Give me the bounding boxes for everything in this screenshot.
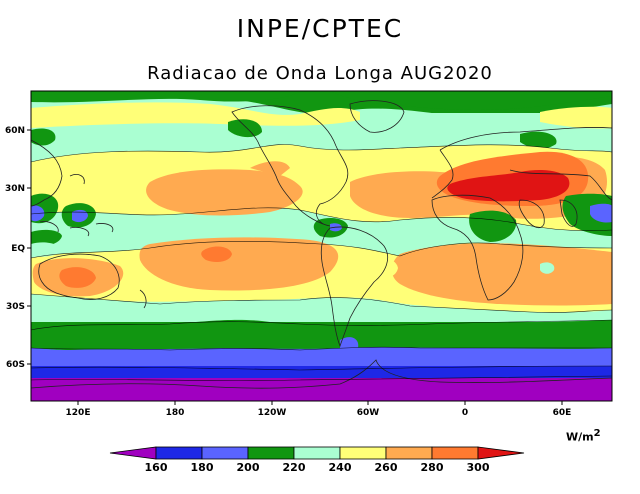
contour-lines	[31, 144, 612, 381]
map-subtitle: Radiacao de Onda Longa AUG2020	[147, 63, 493, 84]
lat-label-30s: 30S	[6, 302, 25, 312]
colorbar-level-label: 260	[375, 461, 398, 474]
colorbar-level-label: 200	[237, 461, 260, 474]
lon-label-180: 180	[166, 408, 185, 418]
colorbar-swatch	[247, 446, 295, 460]
lat-ticks	[27, 129, 31, 365]
colorbar-swatch	[339, 446, 387, 460]
colorbar-swatch	[201, 446, 249, 460]
lon-label-120w: 120W	[258, 408, 287, 418]
colorbar-level-label: 240	[329, 461, 352, 474]
lat-label-30n: 30N	[5, 184, 25, 194]
coastlines	[31, 100, 612, 389]
lon-label-60w: 60W	[357, 408, 380, 418]
colorbar-extend-low	[109, 446, 157, 460]
lon-label-0: 0	[462, 408, 468, 418]
lat-label-60s: 60S	[6, 360, 25, 370]
lon-ticks	[77, 401, 563, 405]
lat-label-60n: 60N	[5, 126, 25, 136]
colorbar-level-label: 300	[467, 461, 490, 474]
colorbar-level-label: 180	[191, 461, 214, 474]
colorbar-level-label: 160	[145, 461, 168, 474]
colorbar-swatch	[431, 446, 479, 460]
colorbar-swatch	[385, 446, 433, 460]
colorbar-level-label: 220	[283, 461, 306, 474]
lon-label-60e: 60E	[553, 408, 572, 418]
colorbar: 160 180 200 220 240 260 280 300	[109, 446, 525, 474]
lat-label-eq: EQ	[11, 244, 25, 254]
units-text: W/m	[566, 430, 594, 444]
colorbar-level-label: 280	[421, 461, 444, 474]
product-title: INPE/CPTEC	[236, 14, 404, 43]
lon-label-120e: 120E	[66, 408, 91, 418]
colorbar-swatch	[155, 446, 203, 460]
colorbar-swatch	[293, 446, 341, 460]
units-exponent: 2	[593, 428, 601, 439]
colorbar-extend-high	[477, 446, 525, 460]
map-frame	[30, 90, 613, 402]
units-label: W/m2	[566, 428, 601, 444]
